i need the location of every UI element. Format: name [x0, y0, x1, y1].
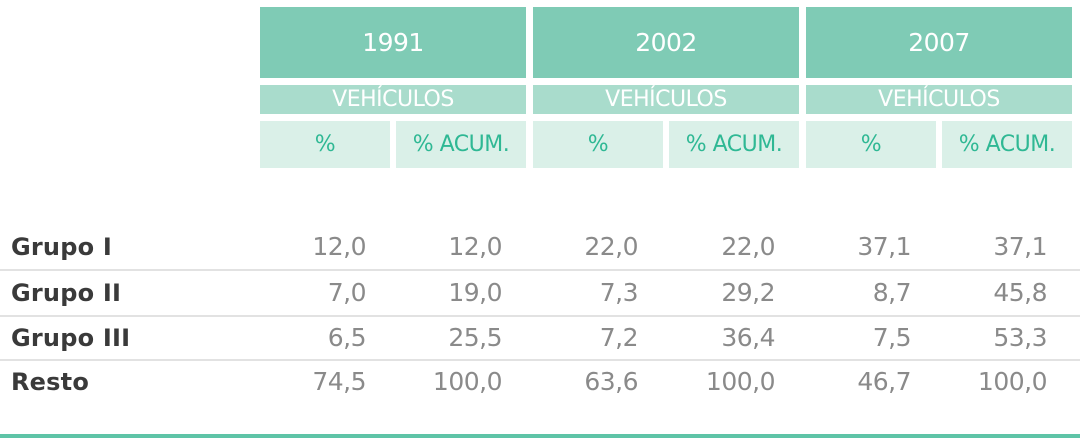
- year-header-1991: 1991: [260, 7, 526, 78]
- table-cell: 63,6: [584, 367, 638, 396]
- row-separator: [0, 359, 1080, 361]
- group-header-1991: VEHÍCULOS: [260, 85, 526, 114]
- table-cell: 22,0: [721, 232, 775, 261]
- year-header-2002: 2002: [533, 7, 799, 78]
- col-header-pct-1991: %: [260, 121, 390, 168]
- table-cell: 46,7: [857, 367, 911, 396]
- col-header-acum-1991: % ACUM.: [396, 121, 526, 168]
- table-cell: 100,0: [977, 367, 1048, 396]
- col-header-acum-2002: % ACUM.: [669, 121, 799, 168]
- table-cell: 12,0: [312, 232, 366, 261]
- group-header-2007: VEHÍCULOS: [806, 85, 1072, 114]
- row-label: Grupo II: [11, 279, 122, 307]
- table-cell: 100,0: [432, 367, 503, 396]
- table-cell: 100,0: [705, 367, 776, 396]
- row-label: Grupo I: [11, 233, 112, 261]
- table-cell: 7,2: [599, 323, 639, 352]
- group-header-2002: VEHÍCULOS: [533, 85, 799, 114]
- table-cell: 7,5: [872, 323, 912, 352]
- row-separator: [0, 269, 1080, 271]
- table-cell: 53,3: [993, 323, 1047, 352]
- bottom-rule: [0, 434, 1080, 438]
- table-cell: 7,3: [599, 278, 639, 307]
- table-cell: 8,7: [872, 278, 912, 307]
- table-cell: 45,8: [993, 278, 1047, 307]
- table-cell: 37,1: [857, 232, 911, 261]
- table-cell: 19,0: [448, 278, 502, 307]
- table-cell: 74,5: [312, 367, 366, 396]
- table-cell: 29,2: [721, 278, 775, 307]
- table-cell: 12,0: [448, 232, 502, 261]
- col-header-pct-2007: %: [806, 121, 936, 168]
- table-cell: 25,5: [448, 323, 502, 352]
- year-header-2007: 2007: [806, 7, 1072, 78]
- row-label: Grupo III: [11, 324, 131, 352]
- table-cell: 37,1: [993, 232, 1047, 261]
- col-header-acum-2007: % ACUM.: [942, 121, 1072, 168]
- table-cell: 6,5: [327, 323, 367, 352]
- row-label: Resto: [11, 368, 90, 396]
- table-cell: 7,0: [327, 278, 367, 307]
- table-cell: 36,4: [721, 323, 775, 352]
- table-cell: 22,0: [584, 232, 638, 261]
- row-separator: [0, 315, 1080, 317]
- col-header-pct-2002: %: [533, 121, 663, 168]
